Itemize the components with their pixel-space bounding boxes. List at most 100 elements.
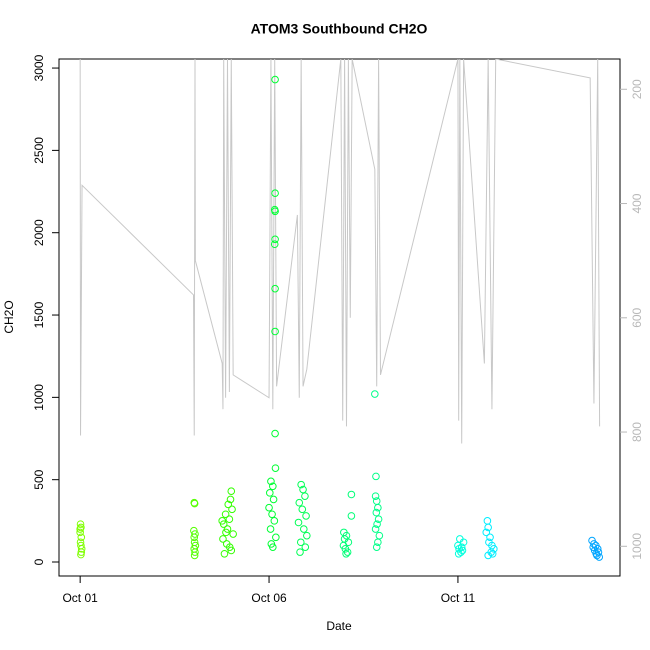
data-point <box>300 525 308 533</box>
data-point <box>268 510 276 519</box>
data-point <box>190 499 199 508</box>
data-point <box>372 508 381 517</box>
data-point <box>484 551 492 560</box>
data-point <box>219 535 227 543</box>
data-point <box>454 549 463 558</box>
data-point <box>271 429 279 438</box>
y-tick-label: 1000 <box>32 384 46 411</box>
y-axis-label: CH2O <box>2 300 16 333</box>
data-point <box>269 543 277 551</box>
y2-tick-label: 1000 <box>630 533 644 560</box>
data-point <box>302 512 310 520</box>
data-point <box>371 525 380 533</box>
data-point <box>375 531 384 540</box>
data-point <box>295 498 304 507</box>
data-point <box>343 548 352 556</box>
pressure-line <box>79 59 601 444</box>
plot-frame <box>58 58 621 577</box>
data-point <box>77 548 86 556</box>
data-point <box>271 189 279 197</box>
data-point <box>372 543 381 551</box>
data-point <box>371 390 379 398</box>
data-point <box>269 495 278 504</box>
y-tick-label: 0 <box>32 558 46 565</box>
data-point <box>190 551 199 560</box>
data-point <box>270 517 279 525</box>
data-point <box>374 503 382 512</box>
data-point <box>272 533 280 542</box>
x-tick-label: Oct 11 <box>441 591 476 605</box>
data-point <box>271 284 279 293</box>
y-tick-label: 500 <box>32 469 46 489</box>
data-point <box>371 492 380 500</box>
data-point <box>265 503 273 512</box>
data-point <box>374 515 383 523</box>
data-point <box>301 543 310 551</box>
data-point <box>220 549 229 558</box>
data-point <box>271 464 280 472</box>
data-point <box>296 548 304 556</box>
data-point <box>372 472 380 481</box>
data-point <box>229 530 237 538</box>
data-point <box>297 480 305 489</box>
data-point <box>269 482 277 491</box>
data-point <box>374 538 382 547</box>
y2-tick-label: 200 <box>630 79 644 99</box>
x-tick-label: Oct 01 <box>62 591 98 605</box>
chart-title: ATOM3 Southbound CH2O <box>251 21 428 37</box>
data-point <box>303 531 311 540</box>
data-point <box>373 520 381 528</box>
data-point <box>190 533 199 542</box>
data-point <box>77 545 86 553</box>
data-point <box>266 489 274 497</box>
data-point <box>301 492 309 500</box>
data-point <box>225 515 234 523</box>
data-point <box>76 525 84 533</box>
data-point <box>228 505 236 514</box>
y2-tick-label: 600 <box>630 307 644 327</box>
data-point <box>298 505 307 514</box>
y-tick-label: 1500 <box>32 301 46 328</box>
data-point <box>271 235 279 244</box>
data-point <box>593 551 601 560</box>
data-point <box>221 510 230 519</box>
data-point <box>347 512 356 520</box>
data-point <box>76 528 84 537</box>
data-point <box>267 477 275 486</box>
y-tick-label: 2000 <box>32 219 46 246</box>
data-point <box>457 548 465 556</box>
y2-tick-label: 800 <box>630 422 644 442</box>
data-point <box>296 538 305 547</box>
data-point <box>77 550 85 559</box>
y-tick-label: 2500 <box>32 137 46 164</box>
data-point <box>482 528 491 537</box>
data-point <box>266 525 275 533</box>
y2-tick-label: 400 <box>630 193 644 213</box>
data-point <box>271 207 279 216</box>
data-point <box>459 538 468 547</box>
data-point <box>218 517 226 525</box>
data-point <box>595 553 604 561</box>
data-point <box>227 546 236 555</box>
data-point <box>227 487 236 496</box>
data-point <box>77 533 86 542</box>
data-point <box>191 530 199 538</box>
data-point <box>271 327 279 336</box>
data-point <box>76 520 85 528</box>
data-point <box>347 490 356 499</box>
data-point <box>224 500 233 509</box>
data-point <box>270 240 279 249</box>
data-point <box>454 541 462 550</box>
data-point <box>271 75 279 84</box>
data-point <box>191 548 199 556</box>
y-tick-label: 3000 <box>32 54 46 81</box>
data-point <box>486 533 494 542</box>
data-point <box>484 523 492 532</box>
data-point <box>294 518 303 527</box>
plot-area <box>76 59 604 561</box>
data-point <box>342 549 350 558</box>
data-point <box>222 528 230 537</box>
data-point <box>488 549 497 558</box>
x-tick-label: Oct 06 <box>251 591 287 605</box>
